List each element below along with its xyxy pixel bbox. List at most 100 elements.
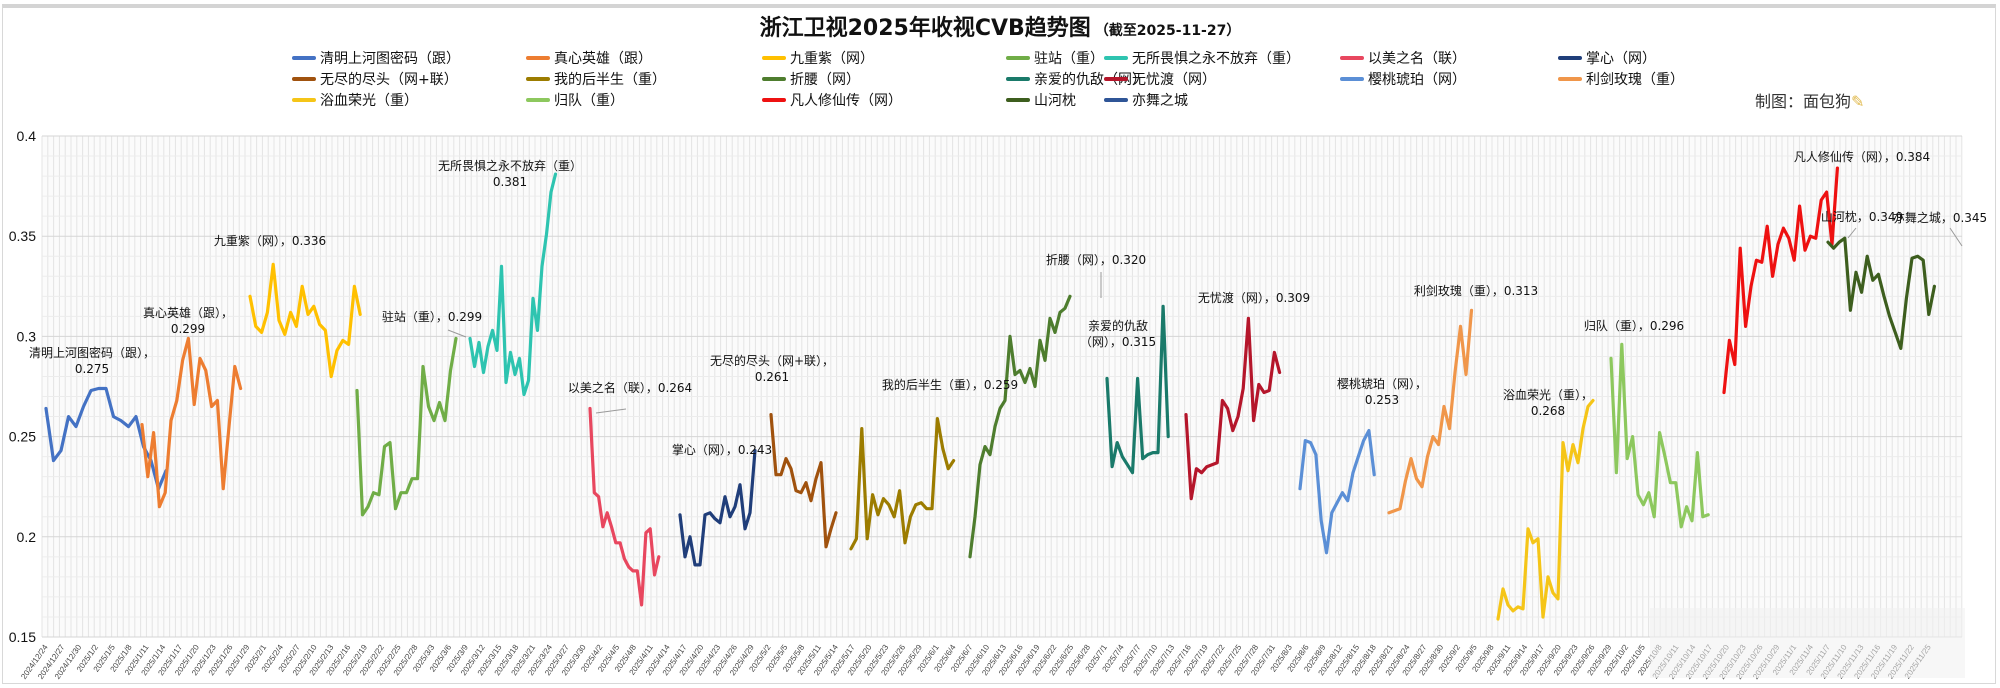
series-line[interactable] <box>1105 304 1170 475</box>
series-line[interactable] <box>1298 429 1376 555</box>
legend-swatch <box>1006 77 1030 81</box>
legend-item[interactable]: 亲爱的仇敌（网） <box>1006 69 1146 89</box>
peak-annotation: 掌心（网），0.243 <box>672 443 772 457</box>
legend-swatch <box>1340 77 1364 81</box>
peak-annotation: 浴血荣光（重）， 0.268 <box>1503 388 1593 418</box>
legend-item[interactable]: 无忧渡（网） <box>1104 69 1216 89</box>
peak-annotation: 真心英雄（跟）， 0.299 <box>143 305 233 336</box>
series-line[interactable] <box>968 294 1072 559</box>
legend-label: 利剑玫瑰（重） <box>1586 72 1684 88</box>
legend-item[interactable]: 以美之名（联） <box>1340 48 1466 68</box>
legend-item[interactable]: 归队（重） <box>526 90 624 110</box>
legend-label: 真心英雄（跟） <box>554 51 652 67</box>
legend-swatch <box>1006 56 1030 60</box>
legend-label: 清明上河图密码（跟） <box>320 51 460 67</box>
legend-swatch <box>292 56 316 60</box>
legend-item[interactable]: 亦舞之城 <box>1104 90 1188 110</box>
legend-swatch <box>1104 56 1128 60</box>
legend-label: 以美之名（联） <box>1368 51 1466 67</box>
legend-label: 凡人修仙传（网） <box>790 93 902 109</box>
y-tick-label: 0.4 <box>17 128 37 144</box>
peak-annotation: 无尽的尽头（网+联）， 0.261 <box>710 353 834 384</box>
series-line[interactable] <box>468 172 558 397</box>
legend-item[interactable]: 樱桃琥珀（网） <box>1340 69 1466 89</box>
series-line[interactable] <box>588 406 661 607</box>
legend-item[interactable]: 浴血荣光（重） <box>292 90 418 110</box>
legend-item[interactable]: 九重紫（网） <box>762 48 874 68</box>
credit-text: 制图：面包狗 <box>1755 92 1852 111</box>
legend-swatch <box>762 56 786 60</box>
series-line[interactable] <box>1387 308 1474 515</box>
legend-swatch <box>1104 77 1128 81</box>
peak-annotation: 驻站（重），0.299 <box>382 309 482 324</box>
series-line[interactable] <box>1496 398 1595 621</box>
peak-annotation: 山河枕，0.349 <box>1821 209 1903 224</box>
series-line[interactable] <box>1826 236 1937 350</box>
annotation-leader <box>447 329 467 338</box>
legend-swatch <box>292 77 316 81</box>
legend-item[interactable]: 折腰（网） <box>762 69 860 89</box>
legend-item[interactable]: 驻站（重） <box>1006 48 1104 68</box>
legend-item[interactable]: 无尽的尽头（网+联） <box>292 69 458 89</box>
annotation-leader <box>1847 227 1857 239</box>
peak-annotation: 我的后半生（重），0.259 <box>882 377 1018 392</box>
legend-label: 九重紫（网） <box>790 51 874 67</box>
legend-label: 驻站（重） <box>1034 51 1104 67</box>
annotation-leader <box>1949 227 1963 247</box>
legend-label: 樱桃琥珀（网） <box>1368 72 1466 88</box>
legend-item[interactable]: 清明上河图密码（跟） <box>292 48 460 68</box>
series-line[interactable] <box>678 449 757 567</box>
legend-item[interactable]: 无所畏惧之永不放弃（重） <box>1104 48 1300 68</box>
legend-item[interactable]: 凡人修仙传（网） <box>762 90 902 110</box>
legend-item[interactable]: 真心英雄（跟） <box>526 48 652 68</box>
legend-label: 无忧渡（网） <box>1132 72 1216 88</box>
legend-swatch <box>1340 56 1364 60</box>
legend-item[interactable]: 利剑玫瑰（重） <box>1558 69 1684 89</box>
peak-annotation: 樱桃琥珀（网）， 0.253 <box>1337 376 1427 407</box>
blurred-region <box>1650 608 1965 678</box>
legend-swatch <box>1558 77 1582 81</box>
legend-swatch <box>762 77 786 81</box>
legend-label: 浴血荣光（重） <box>320 93 418 109</box>
legend-swatch <box>762 98 786 102</box>
series-line[interactable] <box>140 336 243 509</box>
legend-label: 归队（重） <box>554 93 624 109</box>
y-tick-label: 0.15 <box>9 629 36 645</box>
legend-label: 亦舞之城 <box>1132 93 1188 109</box>
series-line[interactable] <box>1609 342 1710 529</box>
peak-annotation: 凡人修仙传（网），0.384 <box>1794 149 1930 164</box>
peak-annotation: 九重紫（网），0.336 <box>214 234 326 248</box>
legend-swatch <box>292 98 316 102</box>
chart-title: 浙江卫视2025年收视CVB趋势图 （截至2025-11-27） <box>0 10 2000 42</box>
legend-item[interactable]: 山河枕 <box>1006 90 1076 110</box>
y-tick-label: 0.25 <box>9 429 36 445</box>
legend-label: 无尽的尽头（网+联） <box>320 72 458 88</box>
pencil-icon: ✎ <box>1851 92 1865 111</box>
peak-annotation: 以美之名（联），0.264 <box>568 380 692 395</box>
legend-label: 亲爱的仇敌（网） <box>1034 72 1146 88</box>
peak-annotation: 清明上河图密码（跟）， 0.275 <box>29 345 155 376</box>
y-tick-label: 0.35 <box>9 228 36 244</box>
annotation-leader <box>595 408 627 414</box>
peak-annotation: 亦舞之城，0.345 <box>1893 210 1987 225</box>
chart-legend: 清明上河图密码（跟） 真心英雄（跟） 九重紫（网） 驻站（重） 无所畏惧之永不放弃（重）… <box>292 48 1852 118</box>
legend-label: 无所畏惧之永不放弃（重） <box>1132 51 1300 67</box>
series-line[interactable] <box>1184 316 1282 501</box>
series-line[interactable] <box>849 417 956 551</box>
peak-annotation: 利剑玫瑰（重），0.313 <box>1414 283 1538 298</box>
peak-annotation: 无忧渡（网），0.309 <box>1198 290 1310 305</box>
legend-item[interactable]: 我的后半生（重） <box>526 69 666 89</box>
legend-label: 山河枕 <box>1034 93 1076 109</box>
legend-item[interactable]: 掌心（网） <box>1558 48 1656 68</box>
series-line[interactable] <box>248 262 362 379</box>
series-line[interactable] <box>769 413 838 549</box>
y-tick-label: 0.3 <box>17 328 37 344</box>
series-line[interactable] <box>1722 166 1840 395</box>
peak-annotation: 无所畏惧之永不放弃（重） 0.381 <box>438 158 582 189</box>
legend-swatch <box>1006 98 1030 102</box>
legend-swatch <box>526 56 550 60</box>
legend-swatch <box>1558 56 1582 60</box>
series-line[interactable] <box>355 336 458 517</box>
peak-annotation: 归队（重），0.296 <box>1584 318 1684 333</box>
